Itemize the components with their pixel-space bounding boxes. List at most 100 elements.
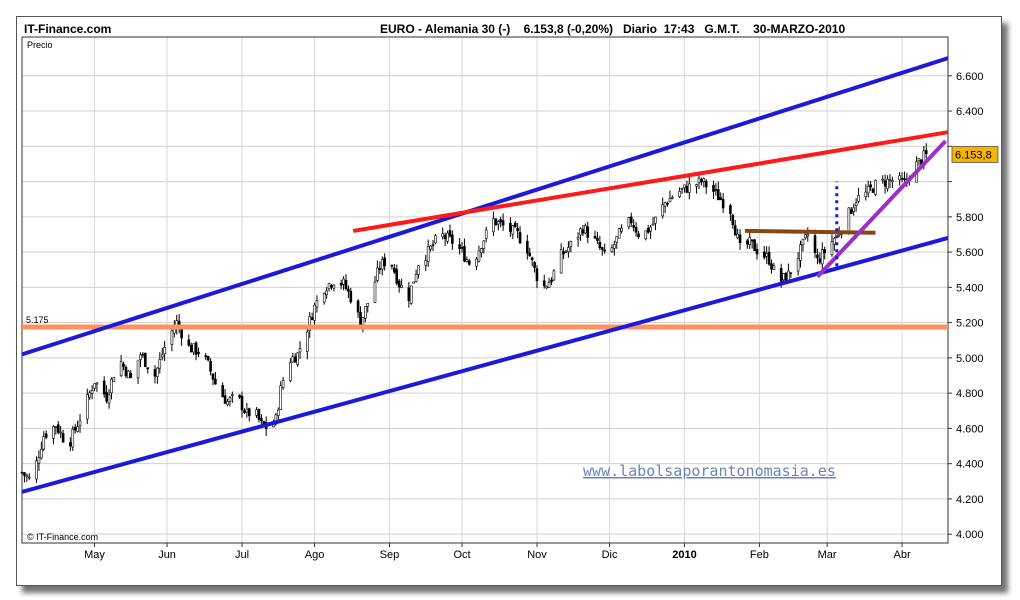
candle-body bbox=[42, 436, 46, 450]
x-tick-label: 2010 bbox=[672, 549, 696, 561]
candle-body bbox=[857, 195, 860, 202]
y-tick-label: 5.000 bbox=[956, 353, 984, 365]
candle-body bbox=[460, 247, 464, 249]
last-price-badge bbox=[951, 146, 999, 163]
candle-body bbox=[513, 222, 517, 228]
candle-body bbox=[308, 316, 312, 331]
candle-body bbox=[412, 281, 415, 284]
candle-body bbox=[20, 471, 24, 474]
candle-body bbox=[501, 220, 505, 226]
chart-header-info: EURO - Alemania 30 (-) 6.153,8 (-0,20%) … bbox=[380, 22, 845, 36]
candle-body bbox=[446, 232, 449, 242]
candle-body bbox=[139, 354, 142, 360]
candle-body bbox=[240, 395, 244, 411]
candle-body bbox=[576, 236, 580, 240]
candle-body bbox=[685, 185, 689, 193]
candle-body bbox=[898, 175, 901, 181]
candle-body bbox=[160, 354, 164, 358]
candle-body bbox=[112, 377, 116, 382]
candle-body bbox=[223, 395, 227, 404]
support-label: 5.175 bbox=[26, 315, 49, 325]
candle-body bbox=[429, 245, 432, 250]
candle-body bbox=[753, 239, 756, 252]
candle-body bbox=[852, 207, 856, 213]
candle-body bbox=[750, 239, 754, 242]
candle-body bbox=[221, 385, 224, 398]
candle-body bbox=[729, 205, 732, 214]
candle-body bbox=[704, 180, 708, 188]
candle-body bbox=[731, 214, 735, 226]
candle-body bbox=[146, 367, 150, 370]
candle-body bbox=[276, 409, 280, 416]
y-tick-label: 6.400 bbox=[956, 106, 984, 118]
candle-body bbox=[76, 426, 79, 432]
candle-body bbox=[765, 253, 768, 257]
candle-body bbox=[163, 347, 166, 355]
candle-body bbox=[305, 331, 309, 352]
candle-body bbox=[496, 221, 500, 225]
y-tick-label: 5.600 bbox=[956, 247, 984, 259]
candle-body bbox=[637, 233, 640, 238]
candle-body bbox=[482, 240, 486, 249]
candle-body bbox=[52, 426, 55, 439]
candle-body bbox=[830, 241, 834, 256]
candle-body bbox=[105, 392, 108, 402]
candle-body bbox=[581, 229, 585, 234]
candle-body bbox=[73, 427, 77, 431]
quote-time: 17:43 bbox=[663, 22, 695, 36]
candle-body bbox=[649, 226, 652, 232]
candle-body bbox=[535, 268, 539, 282]
trendline-channel-bottom bbox=[21, 236, 949, 494]
candle-body bbox=[864, 191, 868, 198]
candle-body bbox=[443, 234, 447, 239]
candle-body bbox=[494, 218, 498, 226]
candle-body bbox=[158, 359, 162, 369]
candle-body bbox=[211, 373, 215, 380]
candle-body bbox=[310, 317, 314, 321]
candle-body bbox=[88, 392, 91, 398]
candle-body bbox=[888, 179, 892, 182]
candle-body bbox=[547, 282, 551, 288]
candle-body bbox=[153, 369, 157, 377]
candle-body bbox=[598, 242, 602, 249]
brand-title: IT-Finance.com bbox=[24, 22, 112, 36]
candle-body bbox=[569, 241, 573, 247]
candle-body bbox=[871, 188, 875, 193]
candle-body bbox=[542, 280, 546, 287]
candle-body bbox=[37, 457, 41, 464]
candle-body bbox=[344, 280, 348, 289]
x-tick-label: Mar bbox=[818, 549, 837, 561]
candle-body bbox=[376, 267, 379, 281]
candle-body bbox=[315, 300, 319, 308]
candle-body bbox=[228, 397, 232, 402]
x-tick-label: Dic bbox=[602, 549, 618, 561]
candle-body bbox=[661, 204, 665, 217]
candle-body bbox=[480, 248, 483, 254]
axes: 4.000 4.200 4.400 4.600 4.800 5.000 5.200 5.400… bbox=[84, 71, 999, 561]
candle-body bbox=[526, 240, 529, 254]
candle-body bbox=[714, 189, 718, 191]
candle-body bbox=[789, 272, 793, 274]
candle-body bbox=[260, 417, 263, 422]
candle-body bbox=[400, 284, 403, 288]
candle-body bbox=[327, 283, 331, 290]
y-tick-label: 6.600 bbox=[956, 71, 984, 83]
candle-body bbox=[451, 234, 454, 244]
timezone: G.M.T. bbox=[704, 22, 740, 36]
candle-body bbox=[431, 244, 435, 246]
candle-body bbox=[119, 361, 123, 377]
candle-body bbox=[784, 272, 788, 282]
candle-body bbox=[492, 218, 495, 233]
candle-body bbox=[397, 280, 401, 288]
candle-body bbox=[255, 409, 258, 416]
candle-body bbox=[770, 263, 773, 270]
candle-body bbox=[772, 265, 776, 270]
candle-body bbox=[322, 293, 326, 303]
candle-body bbox=[477, 250, 481, 262]
candle-body bbox=[854, 202, 858, 206]
candle-body bbox=[279, 385, 282, 410]
copyright: © IT-Finance.com bbox=[27, 532, 98, 542]
candle-body bbox=[695, 184, 698, 187]
watermark[interactable]: www.labolsaporantonomasia.es bbox=[583, 462, 836, 480]
